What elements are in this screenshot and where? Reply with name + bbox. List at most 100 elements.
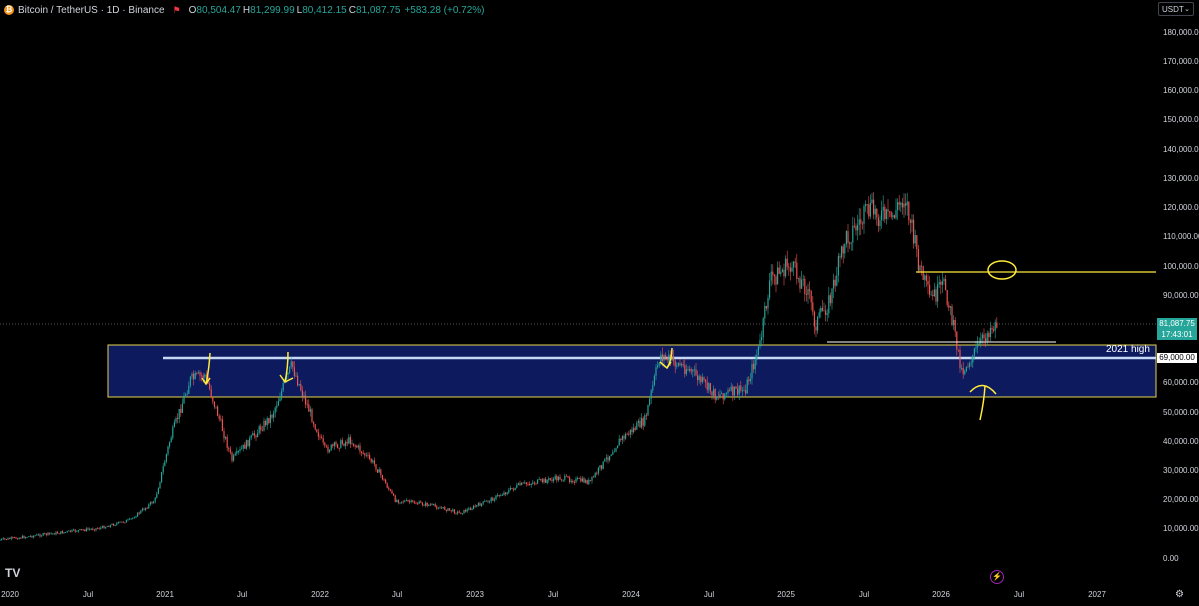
- open-value: 80,504.47: [196, 4, 241, 16]
- candle-body: [767, 297, 769, 309]
- candle-body: [269, 414, 271, 424]
- candle-body: [863, 206, 865, 224]
- candle-body: [65, 531, 67, 533]
- candle-body: [429, 504, 431, 506]
- candle-body: [810, 291, 812, 303]
- candle-body: [479, 503, 481, 506]
- candle-body: [996, 322, 998, 328]
- candle-body: [469, 508, 471, 511]
- candle-body: [461, 513, 463, 515]
- candle-body: [165, 454, 167, 462]
- candle-body: [967, 366, 969, 368]
- candle-body: [322, 438, 324, 443]
- candle-body: [964, 370, 966, 375]
- candle-body: [729, 390, 731, 392]
- candle-body: [481, 503, 483, 506]
- candle-body: [373, 460, 375, 465]
- down-arrow-3: [659, 347, 673, 370]
- candle-body: [706, 382, 708, 390]
- candle-body: [261, 430, 263, 431]
- candle-body: [620, 438, 622, 441]
- candle-body: [780, 271, 782, 274]
- candle-body: [460, 512, 462, 514]
- candle-body: [589, 479, 591, 481]
- candle-body: [417, 503, 419, 505]
- candle-body: [645, 415, 647, 417]
- candle-body: [405, 499, 407, 501]
- candle-body: [842, 246, 844, 254]
- candle-body: [409, 501, 411, 503]
- candle-body: [89, 529, 91, 530]
- candle-body: [593, 476, 595, 478]
- candle-body: [473, 505, 475, 509]
- support-zone[interactable]: [107, 344, 1157, 398]
- candle-body: [743, 390, 745, 392]
- candle-body: [82, 529, 84, 531]
- candle-body: [625, 433, 627, 439]
- candle-body: [287, 372, 289, 375]
- candle-body: [543, 478, 545, 482]
- candle-body: [748, 379, 750, 382]
- candle-body: [151, 502, 153, 504]
- candle-body: [111, 523, 113, 525]
- candle-body: [740, 385, 742, 391]
- candle-body: [282, 382, 284, 391]
- candle-body: [794, 261, 796, 263]
- candle-body: [221, 419, 223, 431]
- candle-body: [9, 538, 11, 540]
- tradingview-logo-icon[interactable]: TV: [5, 566, 21, 580]
- candle-body: [572, 480, 574, 483]
- candle-body: [36, 534, 38, 536]
- candle-body: [938, 282, 940, 285]
- candle-body: [884, 206, 886, 220]
- candle-body: [812, 302, 814, 312]
- candle-body: [364, 453, 366, 456]
- candle-body: [778, 267, 780, 274]
- candle-body: [530, 483, 532, 486]
- candle-body: [833, 279, 835, 289]
- candle-body: [66, 531, 68, 532]
- time-tick-label: Jul: [547, 590, 559, 599]
- candle-body: [770, 271, 772, 281]
- symbol-title[interactable]: Bitcoin / TetherUS · 1D · Binance: [18, 4, 165, 16]
- lightning-icon[interactable]: ⚡: [990, 570, 1004, 584]
- candle-body: [325, 445, 327, 447]
- candle-body: [898, 202, 900, 205]
- currency-select[interactable]: USDT ⌄: [1158, 2, 1194, 16]
- candle-body: [140, 510, 142, 514]
- candle-body: [714, 389, 716, 400]
- chevron-down-icon: ⌄: [1184, 6, 1190, 13]
- price-tick-label: 90,000.00: [1163, 291, 1199, 300]
- price-tick-label: 110,000.00: [1163, 232, 1199, 241]
- annotation-label[interactable]: 2021 high: [1106, 344, 1150, 355]
- candle-body: [514, 487, 516, 490]
- candle-body: [362, 453, 364, 454]
- candle-body: [162, 466, 164, 473]
- flag-icon[interactable]: ⚑: [172, 4, 181, 15]
- candle-body: [274, 407, 276, 414]
- candle-body: [383, 479, 385, 481]
- candle-body: [490, 497, 492, 502]
- candle-body: [153, 501, 155, 504]
- candle-body: [333, 442, 335, 447]
- candle-body: [41, 535, 43, 537]
- candle-body: [629, 429, 631, 435]
- candle-body: [597, 467, 599, 474]
- time-tick-label: Jul: [703, 590, 715, 599]
- candle-body: [493, 499, 495, 501]
- candle-body: [297, 375, 299, 386]
- candle-body: [105, 527, 107, 529]
- candle-body: [684, 365, 686, 375]
- candle-body: [68, 530, 70, 532]
- candle-body: [874, 208, 876, 215]
- candle-body: [911, 219, 913, 223]
- candle-body: [85, 528, 87, 531]
- candle-body: [31, 535, 33, 538]
- candle-body: [317, 432, 319, 437]
- candle-body: [506, 492, 508, 495]
- candle-body: [133, 517, 135, 519]
- candle-body: [860, 219, 862, 224]
- gear-icon[interactable]: ⚙: [1175, 589, 1184, 600]
- candle-body: [953, 319, 955, 325]
